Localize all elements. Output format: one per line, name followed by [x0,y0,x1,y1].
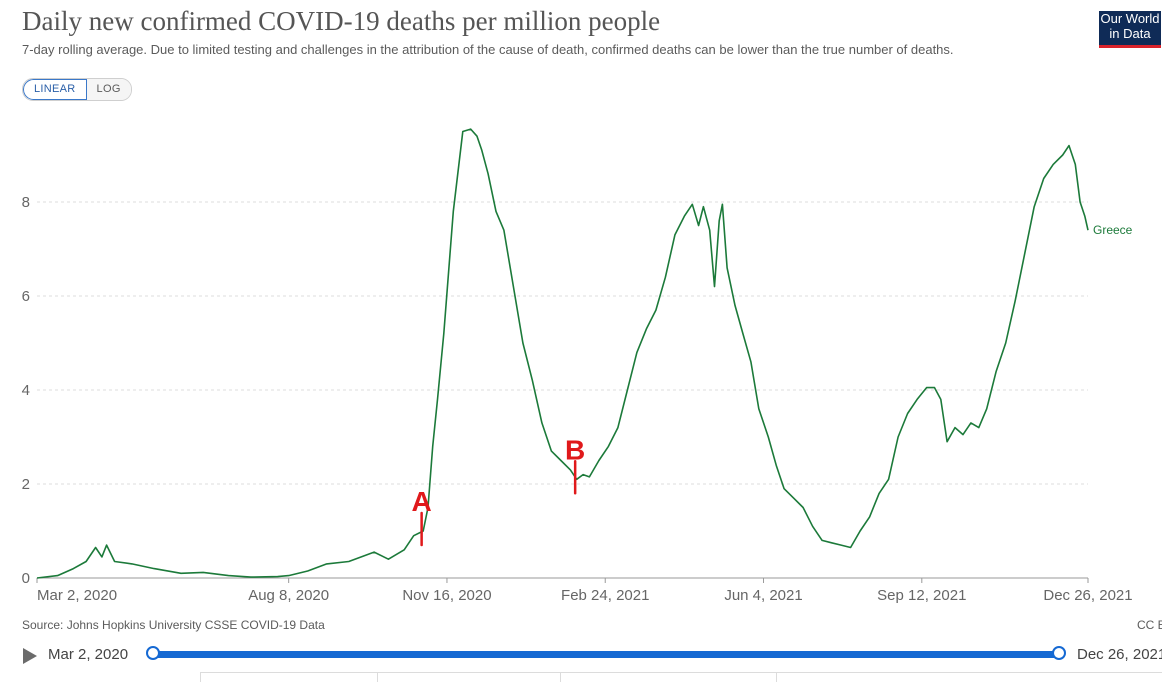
source-note[interactable]: Source: Johns Hopkins University CSSE CO… [22,618,325,632]
line-chart: 0 2 4 6 8 Mar 2, 2020 Aug 8, 2020 Nov 16, 2020 F… [22,128,1133,604]
y-tick-label: 4 [22,382,30,399]
tab-separator [200,672,201,682]
timeline-start-handle[interactable] [146,646,160,660]
log-scale-button[interactable]: LOG [86,79,131,100]
series-line-greece [36,128,1089,579]
logo-text-line2: in Data [1109,26,1151,41]
annotation-label-a: A [412,486,432,517]
x-tick-label: Jun 4, 2021 [724,587,802,604]
tab-separator [377,672,378,682]
tab-separator [560,672,561,682]
timeline-end-handle[interactable] [1052,646,1066,660]
license-link[interactable]: CC BY [1137,618,1162,632]
series-label-greece: Greece [1093,223,1133,237]
timeline-slider: Mar 2, 2020 Dec 26, 2021 [0,640,1162,670]
linear-scale-button[interactable]: LINEAR [23,79,87,100]
y-tick-label: 0 [22,570,30,587]
x-tick-label: Aug 8, 2020 [248,587,329,604]
chart-title: Daily new confirmed COVID-19 deaths per … [22,6,661,36]
timeline-start-label: Mar 2, 2020 [48,646,129,663]
timeline-track[interactable] [153,651,1059,658]
tab-separator [776,672,777,682]
scale-toggle: LINEAR LOG [22,78,132,101]
tab-strip-border [200,672,1162,673]
bottom-tab-strip [0,672,1162,682]
x-tick-label: Sep 12, 2021 [877,587,966,604]
owid-logo[interactable]: Our World in Data [1099,11,1161,48]
y-tick-label: 2 [22,476,30,493]
y-tick-label: 8 [22,194,30,211]
annotation-label-b: B [565,434,585,465]
chart-subtitle: 7-day rolling average. Due to limited te… [22,42,954,57]
y-tick-label: 6 [22,288,30,305]
x-tick-label: Mar 2, 2020 [37,587,117,604]
x-tick-label: Feb 24, 2021 [561,587,649,604]
x-tick-label: Dec 26, 2021 [1043,587,1132,604]
timeline-end-label: Dec 26, 2021 [1077,646,1162,663]
logo-text-line1: Our World [1100,11,1160,26]
x-tick-label: Nov 16, 2020 [402,587,491,604]
play-icon[interactable] [23,648,37,664]
